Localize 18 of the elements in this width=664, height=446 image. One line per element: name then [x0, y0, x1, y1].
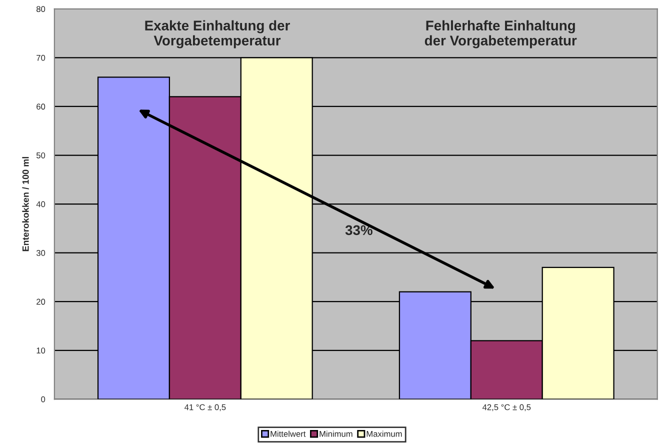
y-tick-label: 80	[36, 6, 46, 12]
annotation: Exakte Einhaltung der Vorgabetemperatur	[145, 20, 290, 48]
x-tick-label: 42,5 °C ± 0,5	[482, 404, 531, 412]
legend-label: Mittelwert	[270, 430, 306, 437]
y-tick-label: 10	[36, 348, 46, 354]
y-tick-label: 20	[36, 298, 46, 305]
legend-label: Maximum	[366, 430, 402, 437]
y-tick-label: 30	[36, 250, 46, 256]
x-tick-label: 41 °C ± 0,5	[184, 404, 226, 412]
annotation: Fehlerhafte Einhaltung der Vorgabetemperatur	[424, 20, 577, 48]
y-tick-label: 0	[41, 396, 46, 402]
y-tick-label: 50	[36, 152, 46, 158]
y-tick-label: 40	[36, 201, 46, 208]
y-tick-label: 70	[36, 54, 46, 61]
y-axis-title: Enterokokken / 100 ml	[22, 157, 29, 252]
y-tick-label: 60	[36, 104, 46, 110]
annotation: 33%	[345, 225, 372, 236]
legend-label: Minimum	[320, 430, 352, 437]
